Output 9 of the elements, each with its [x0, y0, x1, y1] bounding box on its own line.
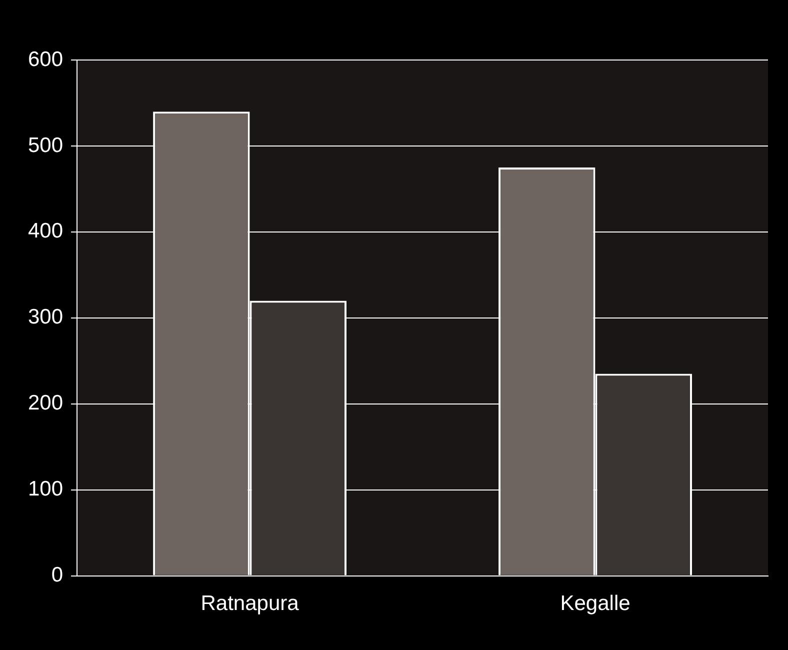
y-tick-label: 500: [28, 134, 64, 157]
x-tick-label: Ratnapura: [200, 592, 300, 616]
y-tick-label: 600: [28, 48, 64, 71]
x-tick-label: Kegalle: [560, 592, 630, 616]
y-tick-label: 400: [28, 220, 64, 243]
y-tick-label: 300: [28, 306, 64, 329]
y-tick-label: 100: [28, 478, 64, 501]
y-tick-label: 200: [28, 392, 64, 415]
y-tick-label: 0: [51, 564, 64, 587]
